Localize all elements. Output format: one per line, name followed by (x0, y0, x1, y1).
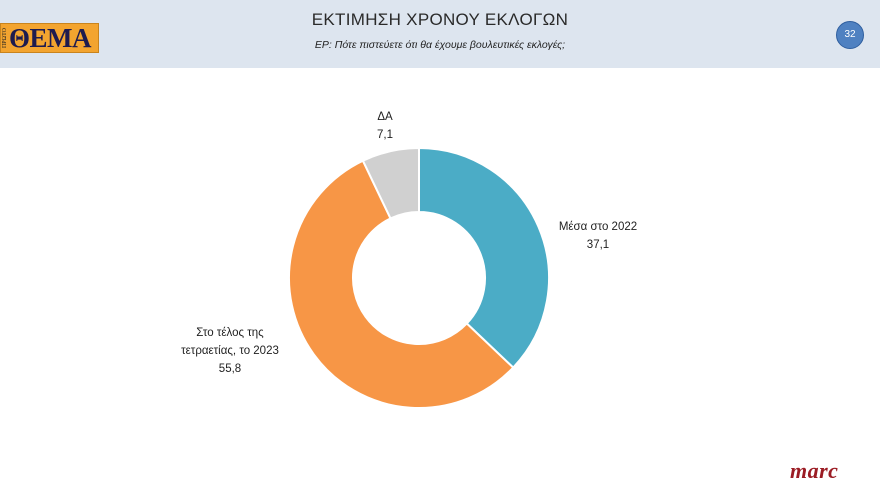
donut-slice (288, 159, 515, 409)
question-subtitle: ΕΡ: Πότε πιστεύετε ότι θα έχουμε βουλευτ… (314, 39, 566, 51)
slice-category-label: ΔΑ (377, 111, 393, 123)
logo-text: ΘΕΜΑ (9, 23, 92, 53)
slice-category-label: Στο τέλος της (196, 327, 264, 339)
slice-value-label: 37,1 (587, 239, 609, 251)
page-number-badge: 32 (836, 21, 864, 49)
header-bar: ΠΡΩΤΟ ΘΕΜΑ ΕΚΤΙΜΗΣΗ ΧΡΟΝΟΥ ΕΚΛΟΓΩΝ ΕΡ: Π… (0, 0, 880, 68)
donut-slices (288, 146, 550, 409)
donut-chart: Μέσα στο 2022 37,1 Στο τέλος της τετραετίας… (181, 111, 637, 409)
slice-category-label: Μέσα στο 2022 (559, 221, 637, 233)
donut-slice (418, 146, 550, 369)
slice-value-label: 55,8 (219, 363, 241, 375)
slice-category-label: τετραετίας, το 2023 (181, 345, 279, 357)
page-title: ΕΚΤΙΜΗΣΗ ΧΡΟΝΟΥ ΕΚΛΟΓΩΝ (311, 10, 569, 29)
marc-logo: marc (790, 458, 839, 483)
slice-labels: Μέσα στο 2022 37,1 Στο τέλος της τετραετίας… (181, 111, 637, 375)
donut-slice (361, 146, 420, 220)
slice-value-label: 7,1 (377, 129, 393, 141)
publication-logo: ΠΡΩΤΟ ΘΕΜΑ (0, 23, 99, 53)
